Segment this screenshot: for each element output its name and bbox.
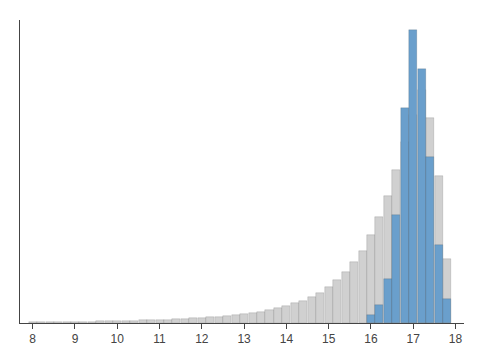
svg-text:14: 14 <box>280 332 294 346</box>
svg-text:16: 16 <box>364 332 378 346</box>
svg-text:12: 12 <box>195 332 209 346</box>
svg-text:11: 11 <box>153 332 166 346</box>
svg-text:10: 10 <box>111 332 125 346</box>
svg-text:18: 18 <box>449 332 463 346</box>
svg-text:13: 13 <box>237 332 251 346</box>
svg-text:8: 8 <box>29 332 36 346</box>
svg-text:15: 15 <box>322 332 336 346</box>
svg-text:9: 9 <box>72 332 79 346</box>
svg-text:17: 17 <box>407 332 421 346</box>
